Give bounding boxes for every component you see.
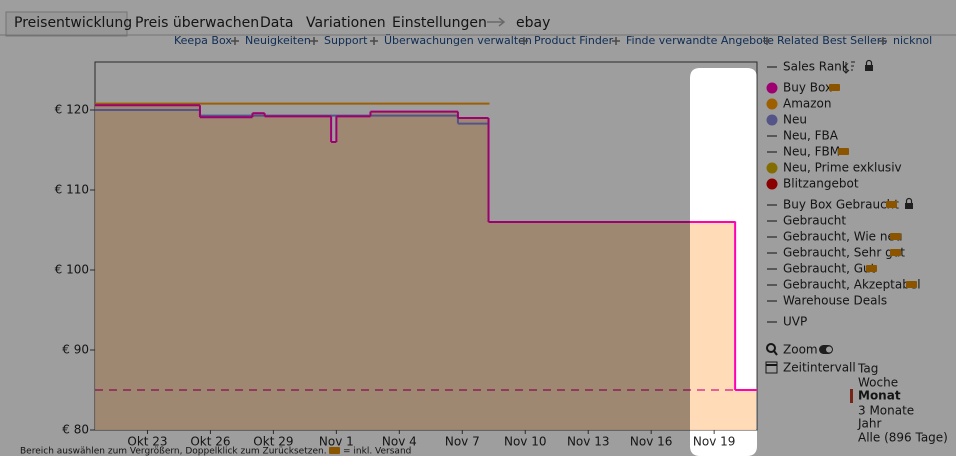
legend-dot [766,178,778,190]
tab[interactable]: Preisentwicklung [14,15,132,31]
interval-option[interactable]: Tag [857,362,878,376]
x-tick-label: Nov 4 [382,435,417,449]
x-tick-label: Nov 10 [504,435,547,449]
zoom-toggle-knob [826,346,832,353]
legend-entry[interactable]: Gebraucht, Gut [783,262,876,276]
legend-entry[interactable]: Gebraucht [783,214,846,228]
shipping-icon [329,447,340,454]
x-tick-label: Nov 16 [630,435,673,449]
separator [763,37,771,45]
x-tick-label: Nov 13 [567,435,610,449]
legend-entry[interactable]: Amazon [783,97,832,111]
legend-entry[interactable]: Buy Box [783,81,832,95]
link[interactable]: Product Finder [534,34,614,47]
legend-entry[interactable]: Warehouse Deals [783,294,887,308]
separator [612,37,620,45]
shipping-icon [890,249,901,256]
separator [879,37,887,45]
tab[interactable]: Preis überwachen [135,15,259,31]
shipping-icon [890,233,901,240]
link[interactable]: Neuigkeiten [245,34,311,47]
footer-hint: Bereich auswählen zum Vergrößern, Doppel… [20,447,327,456]
lock-shackle [865,59,873,65]
legend-entry[interactable]: Blitzangebot [783,177,859,191]
shipping-icon [829,84,840,91]
legend-entry[interactable]: Neu, FBA [783,129,839,143]
legend-entry[interactable]: Buy Box Gebraucht [783,198,899,212]
x-tick-label: Nov 7 [445,435,480,449]
separator [370,37,378,45]
separator [231,37,239,45]
separator [520,37,528,45]
legend-entry[interactable]: UVP [783,315,807,329]
lock-icon [905,203,913,209]
x-tick-label: Nov 19 [693,435,736,449]
tab[interactable]: ebay [516,15,550,31]
link[interactable]: nicknol [893,34,932,47]
lock-shackle [905,197,913,203]
link: Keepa Box [174,34,232,47]
legend-dot [766,114,778,126]
lock-icon [865,65,873,71]
link[interactable]: Überwachungen verwalten [384,34,532,47]
y-tick-label: € 100 [55,263,89,277]
arrow-head [498,17,506,27]
y-tick-label: € 120 [55,103,89,117]
legend-dot [766,162,778,174]
x-tick-label: Okt 23 [127,435,167,449]
interval-option[interactable]: 3 Monate [858,404,914,418]
tab[interactable]: Variationen [306,15,386,31]
legend-entry[interactable]: Neu, FBM [783,145,840,159]
x-tick-label: Okt 26 [190,435,230,449]
link[interactable]: Related Best Sellers [777,34,887,47]
shipping-icon [838,148,849,155]
zoom-handle [773,350,778,356]
interval-option[interactable]: Alle (896 Tage) [858,431,948,445]
shipping-icon [886,201,897,208]
sort-icon [842,61,855,74]
zoom-label[interactable]: Zoom [783,343,818,357]
link[interactable]: Support [324,34,368,47]
x-tick-label: Nov 1 [319,435,354,449]
active-tab-bg [5,11,128,37]
selected-marker [850,389,853,403]
shipping-icon [906,281,917,288]
legend-entry[interactable]: Gebraucht, Sehr gut [783,246,905,260]
y-tick-label: € 110 [55,183,89,197]
legend-entry[interactable]: Gebraucht, Akzeptabel [783,278,921,292]
legend-entry[interactable]: Gebraucht, Wie neu [783,230,902,244]
calendar-icon [765,361,778,374]
interval-label: Zeitintervall [783,361,856,375]
legend-entry[interactable]: Neu [783,113,807,127]
footer-note: = inkl. Versand [343,447,411,456]
legend-dot [766,82,778,94]
interval-option[interactable]: Jahr [857,417,881,431]
tab[interactable]: Einstellungen [392,15,487,31]
price-area [95,105,757,430]
y-tick-label: € 80 [62,423,89,437]
legend-entry[interactable]: Sales Rank [783,60,849,74]
legend-dot [766,98,778,110]
zoom-icon [766,343,776,353]
interval-option[interactable]: Woche [858,376,898,390]
interval-option[interactable]: Monat [858,389,901,403]
tab[interactable]: Data [260,15,293,31]
link[interactable]: Finde verwandte Angebote [626,34,774,47]
x-tick-label: Okt 29 [253,435,293,449]
separator [310,37,318,45]
y-tick-label: € 90 [62,343,89,357]
legend-entry[interactable]: Neu, Prime exklusiv [783,161,902,175]
shipping-icon [866,265,877,272]
